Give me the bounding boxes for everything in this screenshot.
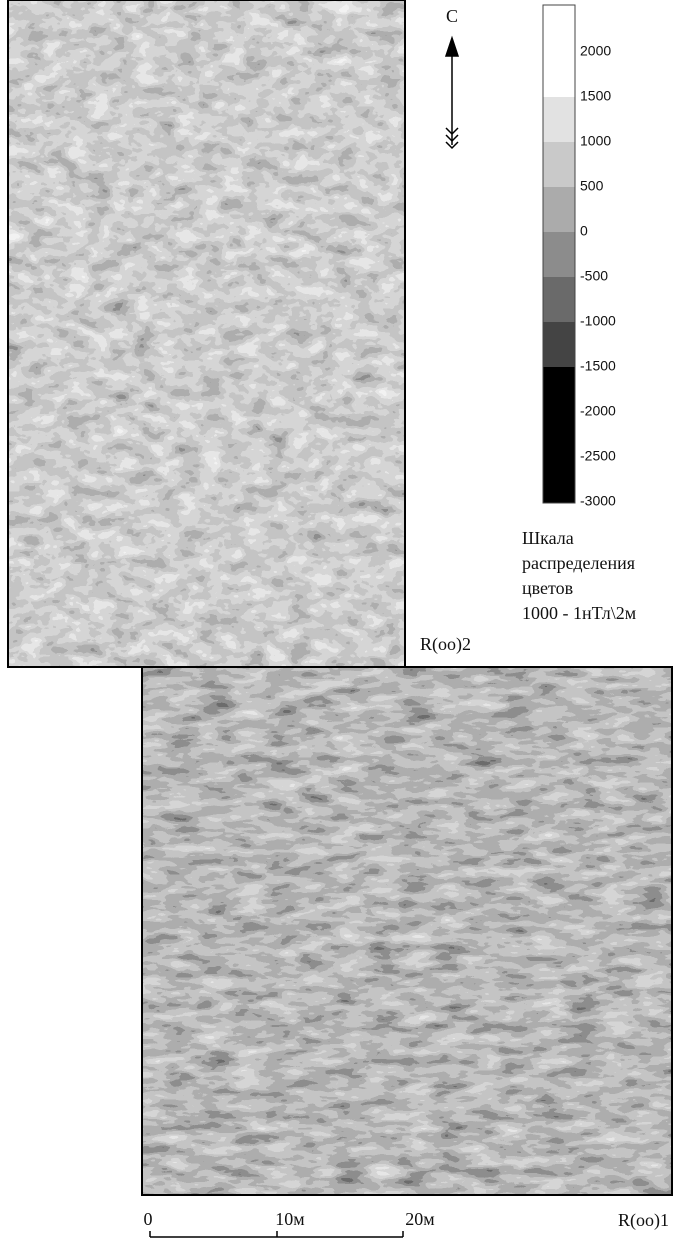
legend-band — [543, 232, 575, 277]
legend-tick-label: 0 — [580, 223, 588, 239]
legend: 2000 1500 1000 500 0 -500 -1000 -1500 -2000 -2500… — [542, 4, 616, 509]
legend-caption: цветов — [522, 578, 573, 598]
scale-bar — [149, 1231, 404, 1238]
map-bottom — [142, 667, 672, 1195]
north-arrow — [444, 35, 460, 150]
legend-tick-label: -500 — [580, 268, 608, 284]
legend-tick-label: -1000 — [580, 313, 616, 329]
legend-tick-label: -2000 — [580, 403, 616, 419]
legend-caption: Шкала — [522, 528, 574, 548]
legend-tick-label: 1500 — [580, 88, 611, 104]
legend-band — [543, 277, 575, 322]
legend-band — [543, 5, 575, 97]
scale-label: 10м — [275, 1209, 304, 1229]
map-top — [8, 0, 405, 667]
legend-band — [543, 142, 575, 187]
plot-label: R(оо)1 — [618, 1210, 669, 1231]
legend-tick-label: -2500 — [580, 448, 616, 464]
north-label: С — [446, 6, 458, 26]
plot-label: R(оо)2 — [420, 634, 471, 655]
scale-label: 20м — [405, 1209, 434, 1229]
legend-tick-label: 500 — [580, 178, 604, 194]
legend-frame — [542, 4, 576, 504]
legend-tick-label: 2000 — [580, 43, 611, 59]
legend-caption: 1000 - 1нТл\2м — [522, 603, 636, 623]
legend-tick-label: -3000 — [580, 493, 616, 509]
legend-band — [543, 367, 575, 503]
scale-label: 0 — [144, 1209, 153, 1229]
legend-band — [543, 97, 575, 142]
legend-band — [543, 322, 575, 367]
legend-tick-label: -1500 — [580, 358, 616, 374]
legend-band — [543, 187, 575, 232]
legend-tick-label: 1000 — [580, 133, 611, 149]
legend-caption: распределения — [522, 553, 635, 573]
map-frame — [141, 666, 673, 1196]
